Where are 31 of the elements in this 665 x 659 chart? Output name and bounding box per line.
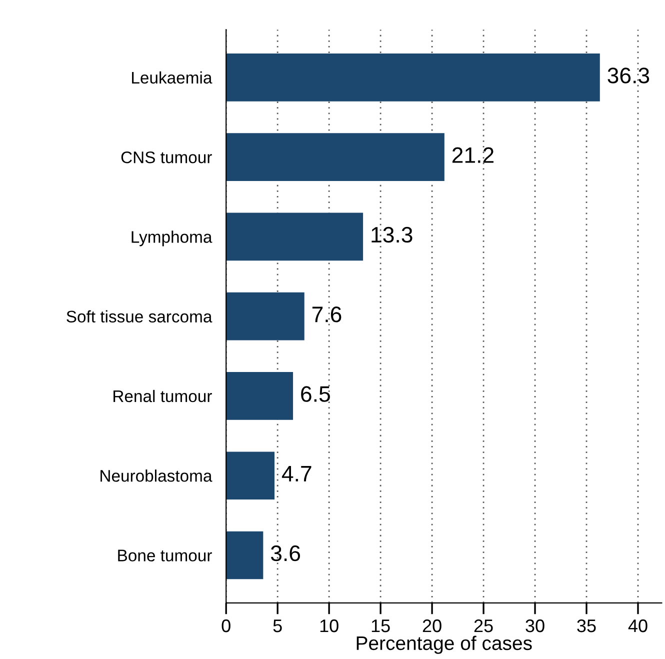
x-tick-label: 5 [273,620,282,632]
x-tick-label: 15 [372,620,390,632]
x-axis-title: Percentage of cases [356,636,532,654]
bar [226,452,274,500]
y-tick-label: Soft tissue sarcoma [66,310,212,323]
y-tick-label: Neuroblastoma [100,470,212,482]
data-label: 13.3 [372,226,412,243]
y-tick-label: Leukaemia [132,71,212,84]
bar [226,212,364,261]
data-label: 36.3 [608,68,650,84]
x-tick-label: 25 [474,619,493,632]
x-tick-label: 40 [628,619,648,632]
bar [226,54,600,102]
bar [226,292,304,340]
x-tick-label: 10 [320,619,338,632]
y-tick-label: CNS tumour [121,151,212,164]
data-label: 4.7 [282,466,312,482]
y-tick-label: Bone tumour [118,550,212,562]
x-tick-label: 35 [577,619,596,632]
bar [226,531,264,580]
y-tick-label: Renal tumour [114,390,212,402]
data-label: 3.6 [270,545,300,562]
x-tick-label: 20 [422,619,442,632]
y-tick-label: Lymphoma [132,230,212,246]
data-label: 21.2 [452,147,494,163]
bar [226,372,294,420]
data-label: 7.6 [312,306,342,322]
x-tick-label: 30 [526,619,544,632]
x-tick-label: 0 [222,619,230,632]
bar [226,133,444,181]
data-label: 6.5 [301,386,330,402]
